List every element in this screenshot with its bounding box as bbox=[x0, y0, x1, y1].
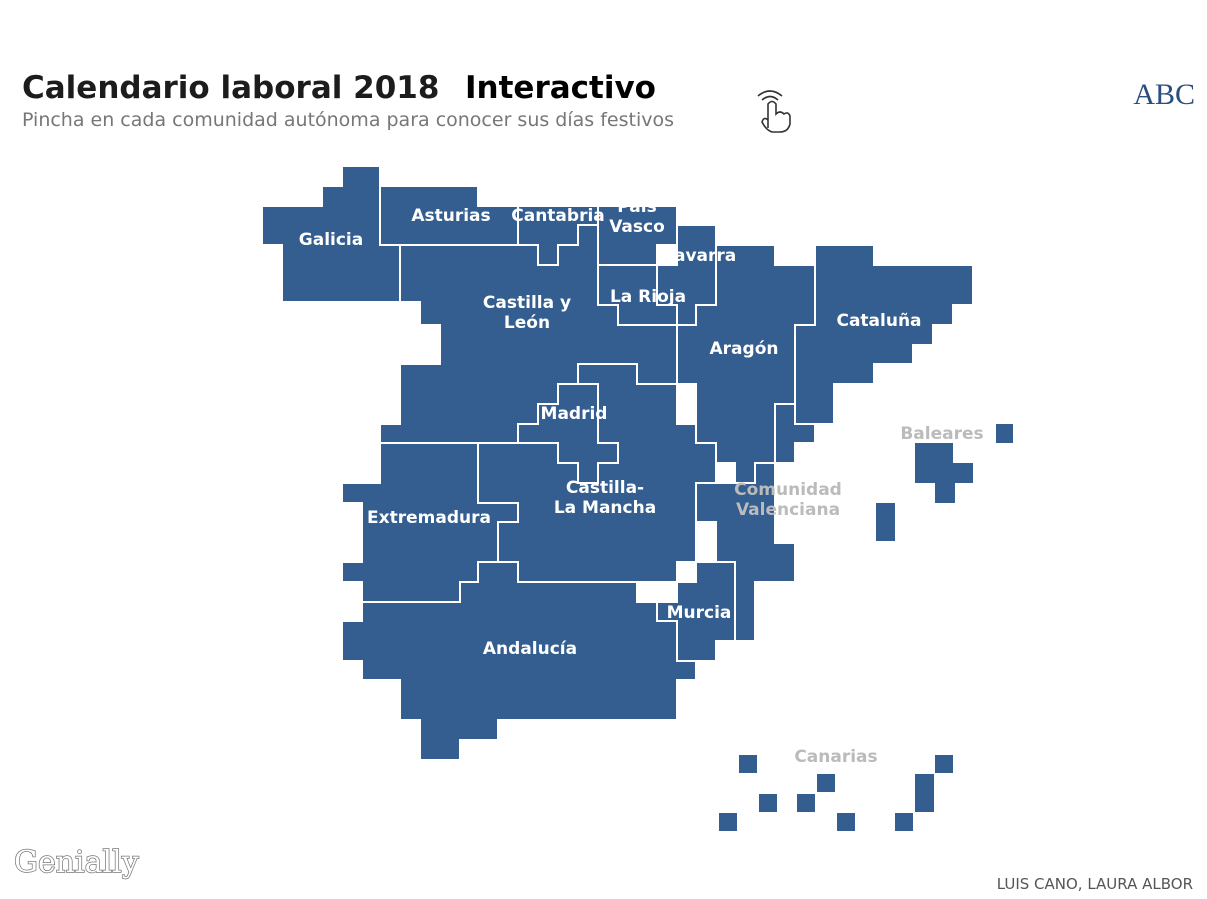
island[interactable] bbox=[739, 755, 757, 773]
title: Calendario laboral 2018 bbox=[22, 70, 439, 106]
regions bbox=[261, 165, 1013, 831]
island[interactable] bbox=[759, 794, 777, 812]
region[interactable] bbox=[379, 185, 519, 246]
island[interactable] bbox=[915, 443, 953, 483]
subtitle: Pincha en cada comunidad autónoma para c… bbox=[22, 109, 674, 131]
island[interactable] bbox=[935, 483, 955, 503]
region-label: Canarias bbox=[794, 747, 877, 767]
hand-icon bbox=[757, 90, 791, 133]
region[interactable] bbox=[794, 244, 974, 425]
region[interactable] bbox=[597, 205, 678, 266]
island[interactable] bbox=[953, 463, 973, 483]
region[interactable] bbox=[695, 403, 816, 642]
island[interactable] bbox=[895, 813, 913, 831]
credits: LUIS CANO, LAURA ALBOR bbox=[997, 875, 1193, 893]
badge: Interactivo bbox=[465, 70, 656, 106]
island[interactable] bbox=[996, 424, 1013, 443]
genially-logo: Genially bbox=[14, 845, 139, 880]
island[interactable] bbox=[915, 774, 934, 812]
island[interactable] bbox=[935, 755, 953, 773]
region[interactable] bbox=[341, 561, 697, 761]
island[interactable] bbox=[876, 503, 895, 541]
brand-logo: ABC bbox=[1133, 78, 1195, 111]
island[interactable] bbox=[817, 774, 835, 792]
island[interactable] bbox=[797, 794, 815, 812]
island[interactable] bbox=[837, 813, 855, 831]
region-label: Baleares bbox=[900, 424, 983, 444]
island[interactable] bbox=[719, 813, 737, 831]
